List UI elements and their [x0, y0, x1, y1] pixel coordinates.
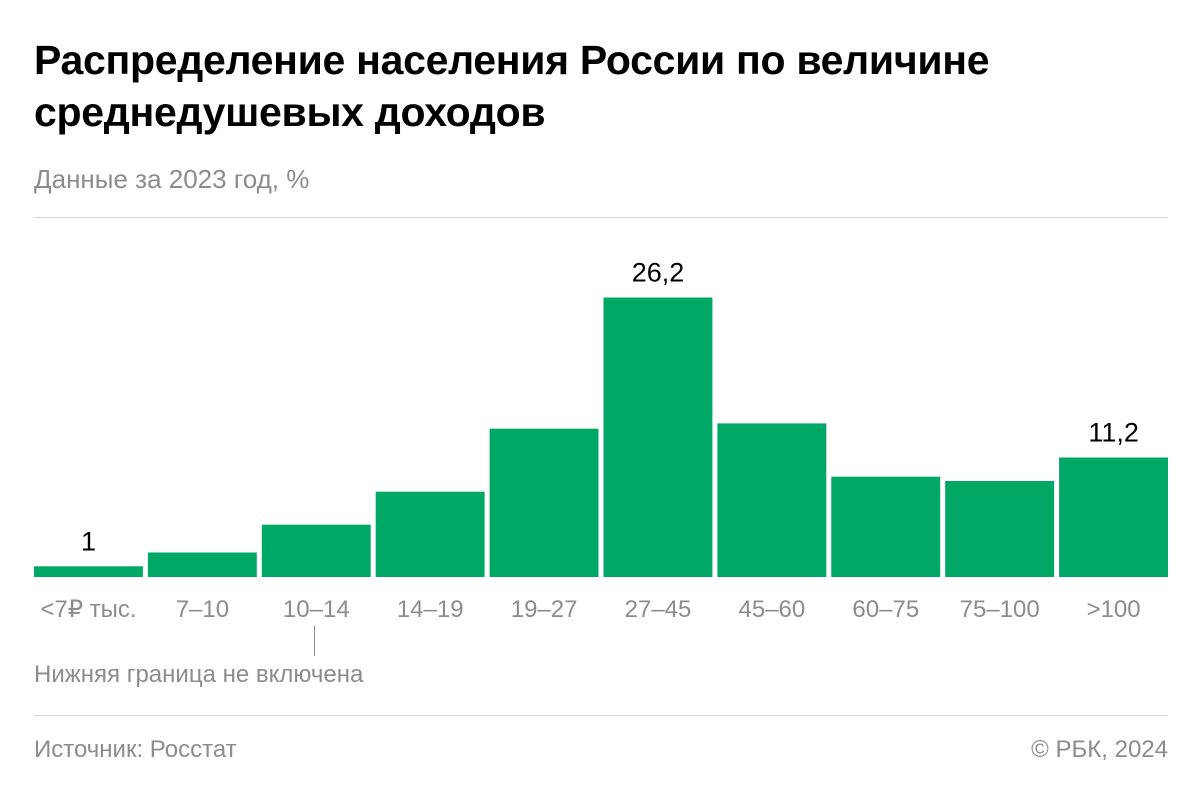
category-label-8: 75–100 — [960, 596, 1040, 623]
bar-3 — [375, 491, 485, 577]
category-label-3: 14–19 — [397, 596, 464, 623]
bar-9 — [1059, 457, 1168, 577]
category-label-2: 10–14 — [283, 596, 350, 623]
source-note: Источник: Росстат — [34, 736, 237, 763]
category-label-9: >100 — [1087, 596, 1141, 623]
bar-8 — [945, 481, 1055, 577]
category-label-5: 27–45 — [625, 596, 692, 623]
value-label-5: 26,2 — [632, 258, 685, 288]
bar-0 — [34, 566, 143, 577]
bottom-divider — [34, 715, 1168, 716]
value-label-9: 11,2 — [1088, 418, 1139, 448]
value-label-0: 1 — [81, 526, 96, 556]
bar-1 — [147, 552, 257, 577]
bar-4 — [489, 428, 599, 577]
top-divider — [34, 217, 1168, 218]
annotation-tick — [314, 626, 315, 656]
category-label-6: 45–60 — [739, 596, 806, 623]
category-label-0: <7₽ тыс. — [40, 596, 136, 623]
copyright: © РБК, 2024 — [1031, 736, 1168, 763]
category-label-7: 60–75 — [852, 596, 919, 623]
bar-7 — [831, 476, 941, 577]
bar-2 — [261, 524, 371, 577]
category-label-1: 7–10 — [176, 596, 229, 623]
chart-title: Распределение населения России по величи… — [34, 37, 990, 135]
bar-5 — [603, 297, 713, 577]
bar-6 — [717, 423, 827, 577]
chart-subtitle: Данные за 2023 год, % — [34, 164, 310, 194]
category-label-4: 19–27 — [511, 596, 578, 623]
annotation-note: Нижняя граница не включена — [34, 661, 364, 688]
